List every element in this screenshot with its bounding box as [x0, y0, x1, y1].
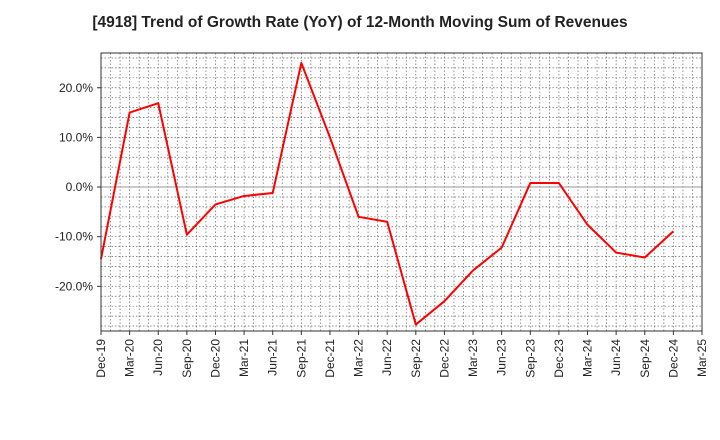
x-axis-ticks: Dec-19 Mar-20 Jun-20 Sep-20 Dec-20 Mar-21 Jun-…	[94, 331, 709, 378]
x-tick-label: Mar-20	[123, 339, 137, 377]
x-tick-label: Sep-20	[180, 339, 194, 378]
x-tick-label: Sep-24	[638, 339, 652, 378]
x-tick-label: Dec-21	[323, 339, 337, 378]
x-tick-label: Dec-19	[94, 339, 108, 378]
y-tick-label: -20.0%	[55, 279, 93, 293]
series-layer	[100, 61, 675, 326]
chart-title: [4918] Trend of Growth Rate (YoY) of 12-…	[92, 14, 628, 31]
x-tick-label: Sep-21	[294, 339, 308, 378]
y-tick-label: -10.0%	[55, 230, 93, 244]
x-tick-label: Dec-23	[552, 339, 566, 378]
plot-frame	[100, 52, 703, 332]
x-tick-label: Jun-23	[495, 339, 509, 376]
x-tick-label: Sep-22	[409, 339, 423, 378]
x-tick-label: Mar-23	[466, 339, 480, 377]
x-tick-label: Mar-21	[237, 339, 251, 377]
x-tick-label: Mar-22	[352, 339, 366, 377]
x-tick-label: Jun-22	[380, 339, 394, 376]
x-tick-label: Mar-25	[695, 339, 709, 377]
x-tick-label: Jun-24	[609, 339, 623, 376]
x-tick-label: Jun-20	[151, 339, 165, 376]
x-tick-label: Dec-24	[666, 339, 680, 378]
x-tick-label: Dec-20	[208, 339, 222, 378]
y-tick-label: 10.0%	[59, 130, 93, 144]
x-tick-label: Dec-22	[437, 339, 451, 378]
grid-lines	[101, 53, 702, 331]
x-tick-label: Jun-21	[266, 339, 280, 376]
y-tick-label: 20.0%	[59, 81, 93, 95]
x-tick-label: Mar-24	[581, 339, 595, 377]
y-axis-ticks: 20.0% 10.0% 0.0% -10.0% -20.0%	[55, 81, 101, 293]
y-tick-label: 0.0%	[66, 180, 94, 194]
x-tick-label: Sep-23	[523, 339, 537, 378]
